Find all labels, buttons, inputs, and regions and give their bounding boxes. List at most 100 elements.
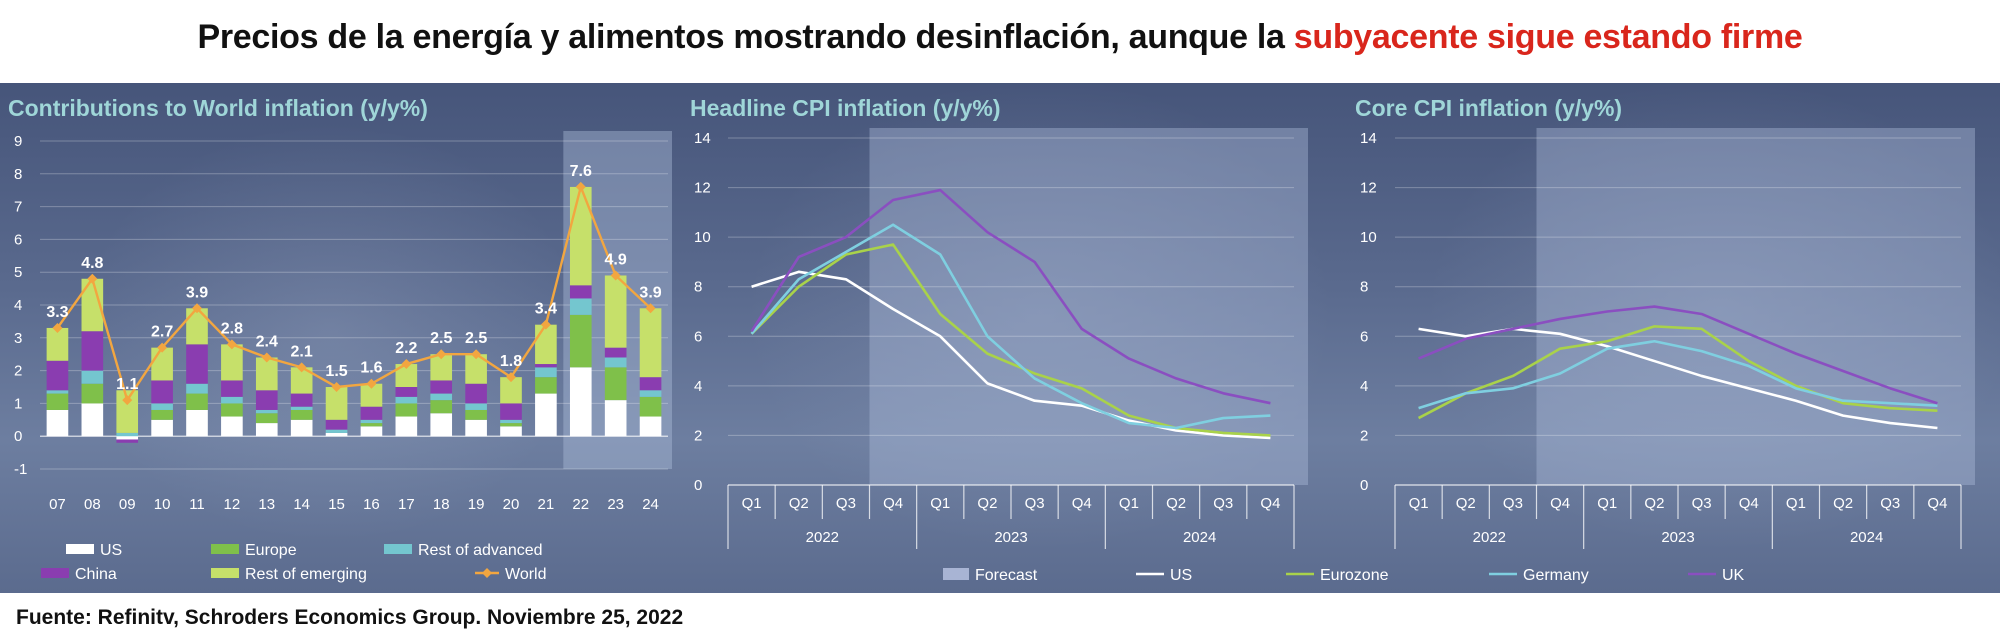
- chart3-year-label: 2024: [1850, 529, 1883, 546]
- legend-world-marker: [482, 568, 492, 578]
- chart2-forecast-band: [869, 128, 1308, 485]
- chart3-x-tick: Q4: [1739, 495, 1759, 512]
- chart3-x-tick: Q1: [1409, 495, 1429, 512]
- chart1-world-point: [331, 382, 342, 392]
- chart1-data-label: 2.7: [151, 324, 173, 341]
- chart3-line-eurozone: [1417, 325, 1938, 420]
- chart1-bar-segment: [221, 416, 243, 437]
- chart1-world-point: [471, 349, 482, 360]
- chart1-bar-segment: [500, 419, 522, 424]
- chart1-data-label: 4.8: [81, 255, 103, 272]
- chart1-y-tick: -1: [14, 461, 27, 478]
- chart1-bar-segment: [500, 423, 522, 427]
- chart1-x-tick: 09: [119, 496, 136, 513]
- chart2-y-tick: 10: [694, 229, 711, 246]
- chart1-bar-segment: [325, 387, 348, 420]
- chart1-bar-segment: [46, 393, 69, 410]
- chart3-x-tick: Q2: [1833, 495, 1853, 512]
- chart3-y-tick: 14: [1360, 130, 1377, 147]
- chart1-x-tick: 11: [189, 496, 205, 513]
- chart2-x-tick: Q4: [1072, 495, 1092, 512]
- chart1-bar-segment: [360, 426, 383, 437]
- chart1-bar-segment: [325, 432, 348, 437]
- chart1-bar-segment: [151, 419, 173, 437]
- chart1-bar-segment: [569, 314, 592, 368]
- chart1-x-tick: 20: [503, 496, 520, 513]
- legend-label: China: [75, 566, 117, 583]
- chart1-x-tick: 07: [49, 496, 66, 513]
- chart3-x-tick: Q1: [1786, 495, 1806, 512]
- legend-label: Rest of emerging: [245, 566, 367, 583]
- chart1-bar-segment: [116, 432, 139, 437]
- chart1-bar-segment: [639, 390, 662, 397]
- chart1-data-label: 3.9: [639, 284, 661, 301]
- source-note: Fuente: Refinitv, Schroders Economics Gr…: [16, 606, 684, 629]
- chart1-bar-segment: [221, 380, 243, 397]
- chart2-y-tick: 2: [694, 427, 702, 444]
- chart1-bar-segment: [325, 419, 348, 430]
- chart1-world-point: [506, 372, 516, 383]
- bottom-legend-label: UK: [1722, 567, 1745, 584]
- title-highlight: subyacente sigue estando firme: [1293, 18, 1803, 56]
- chart2-y-tick: 4: [694, 378, 702, 395]
- chart3-y-tick: 12: [1360, 180, 1377, 197]
- chart1-bar-segment: [151, 409, 173, 420]
- chart1-bar-segment: [500, 377, 522, 404]
- chart1-bar-segment: [604, 275, 627, 348]
- chart1-data-label: 1.8: [500, 353, 522, 370]
- chart1-world-point: [366, 378, 377, 389]
- chart2-year-label: 2023: [994, 529, 1027, 546]
- chart1-bar-segment: [81, 370, 104, 384]
- chart1-bar-segment: [569, 367, 592, 437]
- chart1-bar-segment: [360, 419, 383, 424]
- chart1-data-label: 2.5: [430, 330, 452, 347]
- chart1-bar-segment: [46, 327, 69, 361]
- chart1-y-tick: 8: [14, 166, 22, 183]
- chart1-bar-segment: [639, 396, 662, 417]
- legend-label: US: [100, 542, 122, 559]
- chart3-y-tick: 6: [1360, 328, 1368, 345]
- chart1-bar-segment: [535, 324, 557, 365]
- chart2-x-tick: Q3: [1025, 495, 1045, 512]
- chart1-y-tick: 3: [14, 330, 22, 347]
- chart1-data-label: 3.9: [186, 284, 208, 301]
- chart3-x-tick: Q4: [1550, 495, 1570, 512]
- chart1-data-label: 2.8: [221, 320, 243, 337]
- chart1-bar-segment: [395, 364, 418, 387]
- chart1-bar-segment: [360, 423, 383, 427]
- chart1-data-label: 1.1: [116, 376, 138, 393]
- chart2-x-tick: Q3: [1213, 495, 1233, 512]
- chart1-world-point: [192, 303, 202, 314]
- chart1-bar-segment: [116, 436, 139, 440]
- charts-panel: Contributions to World inflation (y/y%) -…: [0, 83, 2000, 593]
- chart2-title: Headline CPI inflation (y/y%): [690, 95, 1001, 121]
- chart1-data-label: 1.6: [360, 360, 382, 377]
- chart2-x-tick: Q4: [883, 495, 903, 512]
- chart3-y-tick: 2: [1360, 427, 1368, 444]
- chart1-x-tick: 13: [258, 496, 275, 513]
- chart1-bar-segment: [255, 423, 278, 437]
- chart1-bar-segment: [46, 360, 69, 391]
- chart1-bar-segment: [221, 396, 243, 404]
- chart1-y-tick: 7: [14, 199, 22, 216]
- chart1-bar-segment: [569, 285, 592, 299]
- chart1-data-label: 2.5: [465, 330, 487, 347]
- chart1-bar-segment: [325, 429, 348, 433]
- chart3-y-tick: 10: [1360, 229, 1377, 246]
- chart2-x-tick: Q2: [977, 495, 997, 512]
- chart1-bar-segment: [395, 396, 418, 404]
- chart1-bar-segment: [639, 377, 662, 391]
- chart1-bar-segment: [500, 403, 522, 420]
- chart1-bar-segment: [535, 367, 557, 378]
- chart1-x-tick: 15: [328, 496, 345, 513]
- chart1-world-point: [261, 352, 272, 363]
- chart1-bar-segment: [465, 419, 487, 437]
- bottom-legend-label: Eurozone: [1320, 567, 1389, 584]
- legend-label: Rest of advanced: [418, 542, 543, 559]
- chart1-bar-segment: [604, 367, 627, 401]
- chart3-x-tick: Q2: [1456, 495, 1476, 512]
- chart2-y-tick: 12: [694, 180, 711, 197]
- chart1-bar-segment: [151, 403, 173, 410]
- chart2-y-tick: 0: [694, 477, 702, 494]
- legend-swatch: [211, 544, 239, 554]
